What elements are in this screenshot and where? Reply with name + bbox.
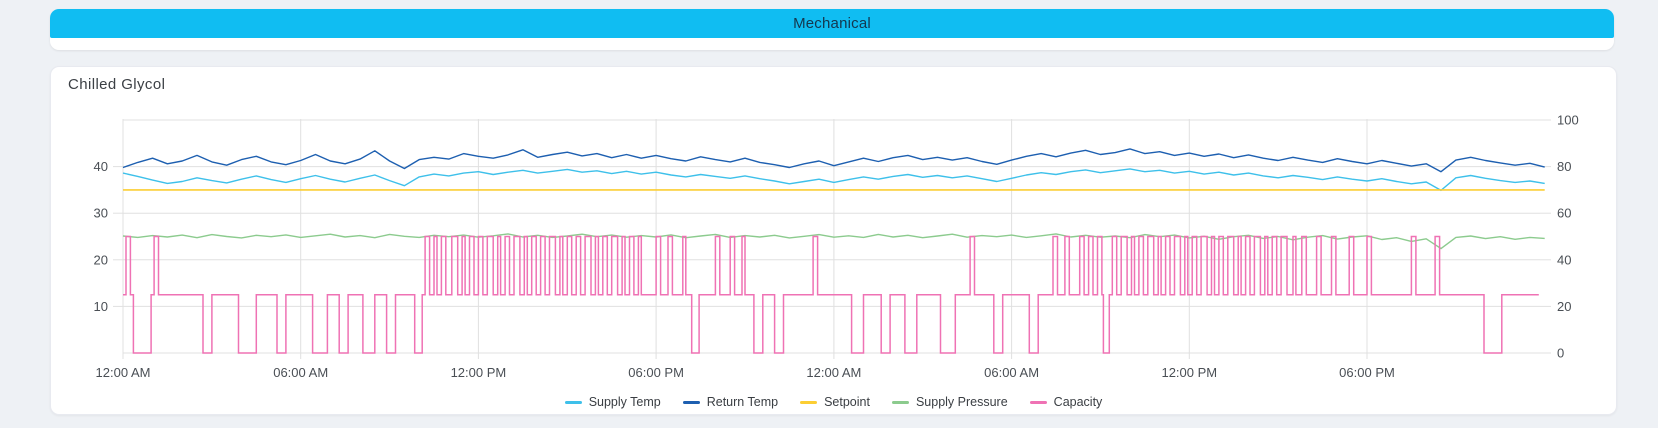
right-axis-label: 20 [1557,299,1571,314]
legend-swatch-return-temp [682,400,700,404]
x-axis-label: 12:00 AM [806,365,861,380]
series-return-temp-line [122,148,1545,173]
legend-label-return-temp: Return Temp [706,395,779,409]
legend-swatch-setpoint [800,400,818,404]
right-axis-label: 80 [1557,159,1571,174]
legend-swatch-capacity [1029,400,1047,404]
series-supply-pressure-line [122,233,1545,250]
left-axis-label: 40 [94,159,108,174]
x-axis-label: 06:00 AM [273,365,328,380]
chilled-glycol-chart: 12:00 AM 06:00 AM 12:00 PM 06:00 PM 12:00 AM… [94,113,1579,381]
x-axis-label: 12:00 PM [451,365,507,380]
x-axis-label: 12:00 PM [1161,365,1217,380]
chilled-glycol-card: Chilled Glycol 12:00 AM 06:00 AM 12:00 PM 0… [50,66,1617,415]
mechanical-section-title: Mechanical [793,15,871,32]
series-supply-temp-line [122,168,1545,192]
legend-label-capacity: Capacity [1053,395,1103,409]
x-axis-label: 06:00 AM [984,365,1039,380]
legend-item-return-temp[interactable]: Return Temp [682,395,779,409]
chart-title: Chilled Glycol [68,76,166,93]
x-axis-label: 06:00 PM [1339,365,1395,380]
legend-swatch-supply-temp [564,400,582,404]
left-axis-label: 20 [94,252,108,267]
legend-item-capacity[interactable]: Capacity [1029,395,1103,409]
right-axis-label: 60 [1557,206,1571,221]
mechanical-panel-card: Mechanical [50,9,1614,50]
left-axis-label: 10 [94,299,108,314]
legend-item-setpoint[interactable]: Setpoint [800,395,870,409]
legend-item-supply-pressure[interactable]: Supply Pressure [891,395,1008,409]
right-axis-label: 40 [1557,252,1571,267]
legend-item-supply-temp[interactable]: Supply Temp [564,395,661,409]
chart-legend: Supply Temp Return Temp Setpoint Supply Pre… [51,393,1616,411]
x-axis-label: 06:00 PM [628,365,684,380]
right-axis-label: 100 [1557,113,1579,128]
legend-swatch-supply-pressure [891,400,909,404]
left-axis-label: 30 [94,206,108,221]
legend-label-supply-temp: Supply Temp [588,395,661,409]
series-capacity-line [123,235,1539,354]
legend-label-setpoint: Setpoint [824,395,870,409]
x-axis-label: 12:00 AM [96,365,151,380]
mechanical-section-header[interactable]: Mechanical [50,9,1614,38]
legend-label-supply-pressure: Supply Pressure [915,395,1008,409]
right-axis-label: 0 [1557,346,1564,361]
